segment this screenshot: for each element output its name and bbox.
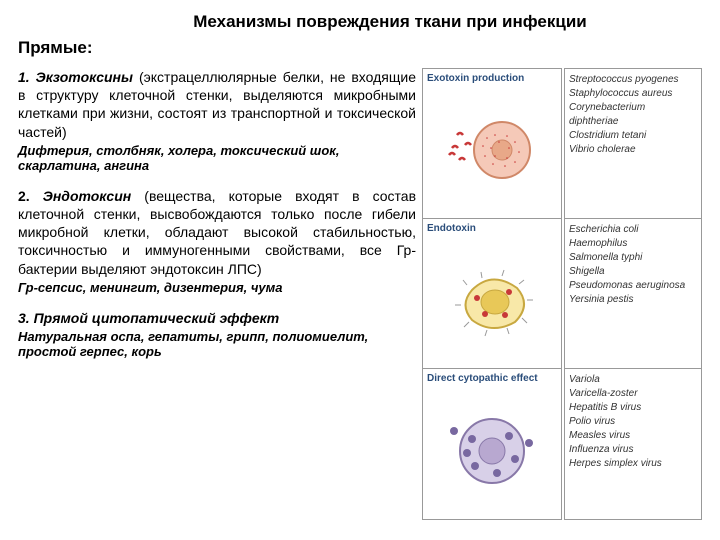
image-label: Direct cytopathic effect (427, 373, 557, 384)
image-cell-3: Direct cytopathic effect (423, 369, 561, 519)
page-subtitle: Прямые: (18, 38, 702, 58)
section-3: 3. Прямой цитопатический эффект Натураль… (18, 309, 416, 359)
species-cell: Streptococcus pyogenes Staphylococcus au… (565, 69, 701, 219)
image-label: Endotoxin (427, 223, 557, 234)
section-2: 2. Эндотоксин (вещества, которые входят … (18, 187, 416, 295)
text-column: 1. Экзотоксины (экстрацеллюлярные белки,… (18, 68, 416, 520)
section-num: 3. (18, 310, 30, 326)
section-note: Гр-сепсис, менингит, дизентерия, чума (18, 280, 416, 295)
cytopathic-icon (427, 386, 557, 515)
section-head: Экзотоксины (36, 69, 133, 85)
endotoxin-icon (427, 236, 557, 364)
image-label: Exotoxin production (427, 73, 557, 84)
species-cell: Escherichia coli Haemophilus Salmonella … (565, 219, 701, 369)
section-num: 2. (18, 188, 30, 204)
section-head: Прямой цитопатический эффект (34, 310, 280, 326)
images-column: Exotoxin production (422, 68, 562, 520)
section-num: 1. (18, 69, 30, 85)
section-head: Эндотоксин (43, 188, 131, 204)
section-1: 1. Экзотоксины (экстрацеллюлярные белки,… (18, 68, 416, 173)
image-cell-2: Endotoxin (423, 219, 561, 369)
species-column: Streptococcus pyogenes Staphylococcus au… (564, 68, 702, 520)
image-cell-1: Exotoxin production (423, 69, 561, 219)
content: 1. Экзотоксины (экстрацеллюлярные белки,… (18, 68, 702, 520)
species-cell: Variola Varicella-zoster Hepatitis B vir… (565, 369, 701, 519)
section-note: Натуральная оспа, гепатиты, грипп, полио… (18, 329, 416, 359)
page-title: Механизмы повреждения ткани при инфекции (78, 12, 702, 32)
exotoxin-icon (427, 86, 557, 214)
section-note: Дифтерия, столбняк, холера, токсический … (18, 143, 416, 173)
figure-column: Exotoxin production (422, 68, 702, 520)
